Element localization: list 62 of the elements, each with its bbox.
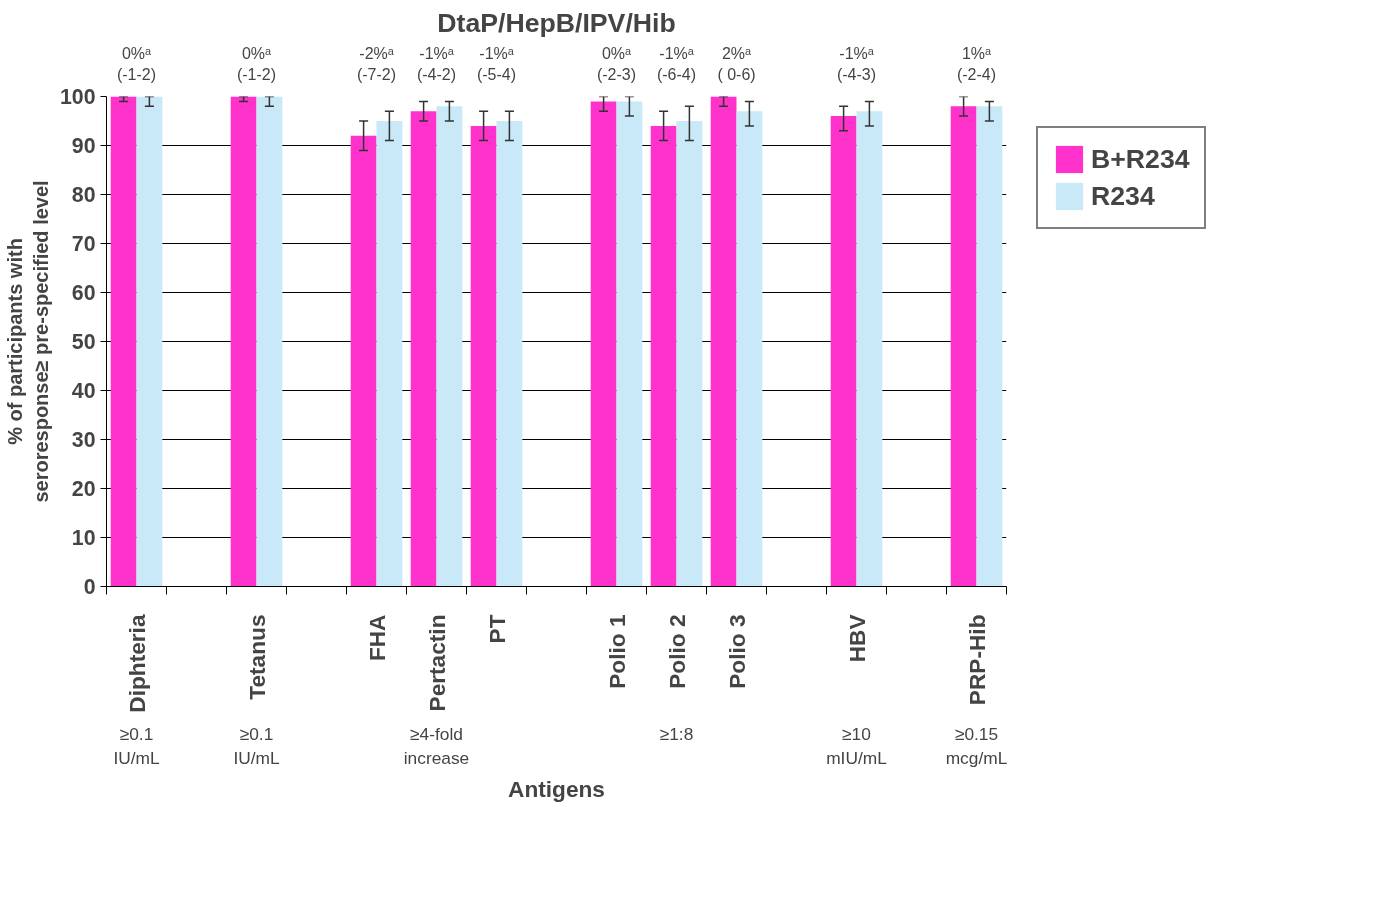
text: -1%ᵃ (-4-3) bbox=[836, 45, 877, 83]
text: ≥4-fold increase bbox=[403, 723, 470, 768]
text: ≥0.1 IU/mL bbox=[113, 723, 160, 768]
y-tick-label: 20 bbox=[71, 477, 96, 501]
bar bbox=[496, 121, 523, 587]
y-tick-label: 30 bbox=[71, 428, 96, 452]
bar bbox=[616, 101, 643, 587]
text: 0%ᵃ (-1-2) bbox=[116, 45, 157, 83]
text: -1%ᵃ (-4-2) bbox=[416, 45, 457, 83]
x-tick-label: PRP-Hib bbox=[963, 614, 990, 706]
bar bbox=[376, 121, 403, 587]
x-tick-label: Polio 3 bbox=[723, 614, 750, 689]
bar bbox=[110, 96, 137, 587]
text: -1%ᵃ (-5-4) bbox=[476, 45, 517, 83]
text: ≥1:8 bbox=[659, 723, 694, 744]
x-tick-label: FHA bbox=[363, 614, 390, 662]
bar bbox=[650, 125, 677, 587]
chart-title: DtaP/HepB/IPV/Hib bbox=[437, 7, 676, 38]
y-tick-label: 70 bbox=[71, 232, 96, 256]
x-tick-label: HBV bbox=[843, 614, 870, 663]
x-tick-label: Polio 1 bbox=[603, 614, 630, 689]
x-tick-label: Pertactin bbox=[423, 614, 450, 712]
bar bbox=[856, 111, 883, 587]
bar bbox=[950, 106, 977, 587]
x-tick-label: Diphteria bbox=[123, 614, 150, 713]
y-tick-label: 90 bbox=[71, 134, 96, 158]
bar bbox=[230, 96, 257, 587]
bar bbox=[256, 96, 283, 587]
bar bbox=[736, 111, 763, 587]
y-tick-label: 40 bbox=[71, 379, 96, 403]
x-tick-label: Polio 2 bbox=[663, 614, 690, 689]
bar bbox=[830, 116, 857, 587]
bar bbox=[436, 106, 463, 587]
x-tick-label: PT bbox=[483, 614, 510, 644]
bar bbox=[676, 121, 703, 587]
bar bbox=[136, 96, 163, 587]
x-tick-label: Tetanus bbox=[243, 614, 270, 700]
x-axis-title: Antigens bbox=[508, 775, 605, 802]
bar bbox=[350, 135, 377, 587]
legend-label: R234 bbox=[1091, 180, 1155, 212]
y-axis-title: % of participants with seroresponse≥ pre-specified level bbox=[3, 180, 52, 503]
y-tick-label: 100 bbox=[59, 85, 96, 109]
bar bbox=[710, 96, 737, 587]
text: 1%ᵃ (-2-4) bbox=[956, 45, 997, 83]
y-tick-label: 50 bbox=[71, 330, 96, 354]
bar bbox=[470, 125, 497, 587]
y-tick-label: 0 bbox=[83, 575, 96, 599]
text: ≥0.15 mcg/mL bbox=[945, 723, 1008, 768]
text: -1%ᵃ (-6-4) bbox=[656, 45, 697, 83]
legend-label: B+R234 bbox=[1091, 143, 1190, 175]
text: ≥0.1 IU/mL bbox=[233, 723, 280, 768]
bar bbox=[976, 106, 1003, 587]
bar bbox=[410, 111, 437, 587]
y-tick-label: 10 bbox=[71, 526, 96, 550]
text: 0%ᵃ (-1-2) bbox=[236, 45, 277, 83]
text: 0%ᵃ (-2-3) bbox=[596, 45, 637, 83]
text: -2%ᵃ (-7-2) bbox=[356, 45, 397, 83]
text: 2%ᵃ ( 0-6) bbox=[717, 45, 756, 83]
bar bbox=[590, 101, 617, 587]
y-tick-label: 80 bbox=[71, 183, 96, 207]
text: ≥10 mIU/mL bbox=[826, 723, 888, 768]
y-tick-label: 60 bbox=[71, 281, 96, 305]
